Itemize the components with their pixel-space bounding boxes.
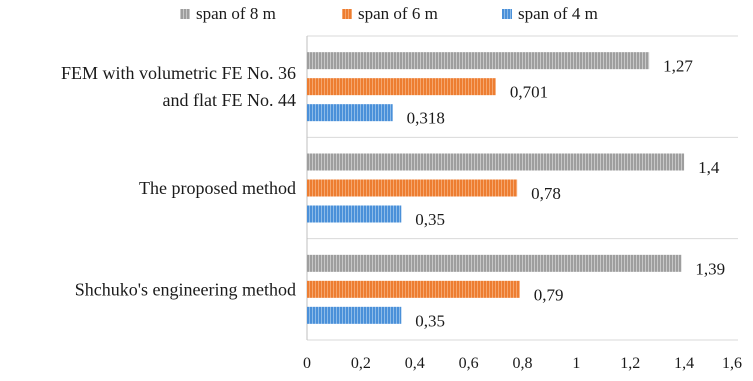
- legend: span of 8 m span of 6 m span of 4 m: [180, 4, 598, 23]
- x-tick-label: 1,2: [620, 355, 640, 372]
- x-tick-label: 1: [572, 355, 580, 372]
- x-tick-label: 0,2: [351, 355, 371, 372]
- data-label-cat2-series3: 0,35: [415, 210, 445, 229]
- data-label-cat3-series2: 0,79: [534, 285, 564, 304]
- x-tick-label: 0,6: [459, 355, 479, 372]
- legend-label-3: span of 4 m: [518, 4, 598, 23]
- x-tick-label: 0,4: [405, 355, 425, 372]
- category-label-2-line-1: The proposed method: [139, 178, 296, 198]
- legend-label-1: span of 8 m: [196, 4, 276, 23]
- category-label-1-line-2: and flat FE No. 44: [163, 90, 296, 110]
- data-label-cat1-series3: 0,318: [407, 109, 445, 128]
- category-label-3-line-1: Shchuko's engineering method: [75, 279, 296, 299]
- bar-cat1-series1: [307, 52, 650, 70]
- category-labels: FEM with volumetric FE No. 36 and flat FE…: [61, 63, 296, 299]
- legend-swatch-3: [502, 9, 512, 19]
- x-tick-label: 0,8: [513, 355, 533, 372]
- bar-cat3-series1: [307, 254, 682, 272]
- bar-cat2-series2: [307, 179, 518, 197]
- bar-cat3-series3: [307, 306, 402, 324]
- data-label-cat2-series1: 1,4: [698, 158, 720, 177]
- bars: [307, 52, 685, 324]
- data-label-cat2-series2: 0,78: [531, 184, 561, 203]
- bar-cat3-series2: [307, 280, 520, 298]
- legend-label-2: span of 6 m: [358, 4, 438, 23]
- x-tick-label: 1,6: [722, 355, 742, 372]
- legend-swatch-1: [180, 9, 190, 19]
- data-label-cat1-series1: 1,27: [663, 57, 693, 76]
- data-label-cat1-series2: 0,701: [510, 83, 548, 102]
- data-labels: 1,27 0,701 0,318 1,4 0,78 0,35 1,39 0,79 0,35: [407, 57, 726, 331]
- data-label-cat3-series3: 0,35: [415, 311, 445, 330]
- bar-cat2-series3: [307, 205, 402, 223]
- bar-cat2-series1: [307, 153, 685, 171]
- x-tick-label: 1,4: [674, 355, 694, 372]
- data-label-cat3-series1: 1,39: [695, 259, 725, 278]
- category-label-1-line-1: FEM with volumetric FE No. 36: [61, 63, 296, 83]
- legend-swatch-2: [342, 9, 352, 19]
- x-axis: 0 0,2 0,4 0,6 0,8 1 1,2 1,4 1,6: [303, 355, 742, 372]
- x-tick-label: 0: [303, 355, 311, 372]
- bar-cat1-series3: [307, 104, 393, 122]
- bar-cat1-series2: [307, 78, 496, 96]
